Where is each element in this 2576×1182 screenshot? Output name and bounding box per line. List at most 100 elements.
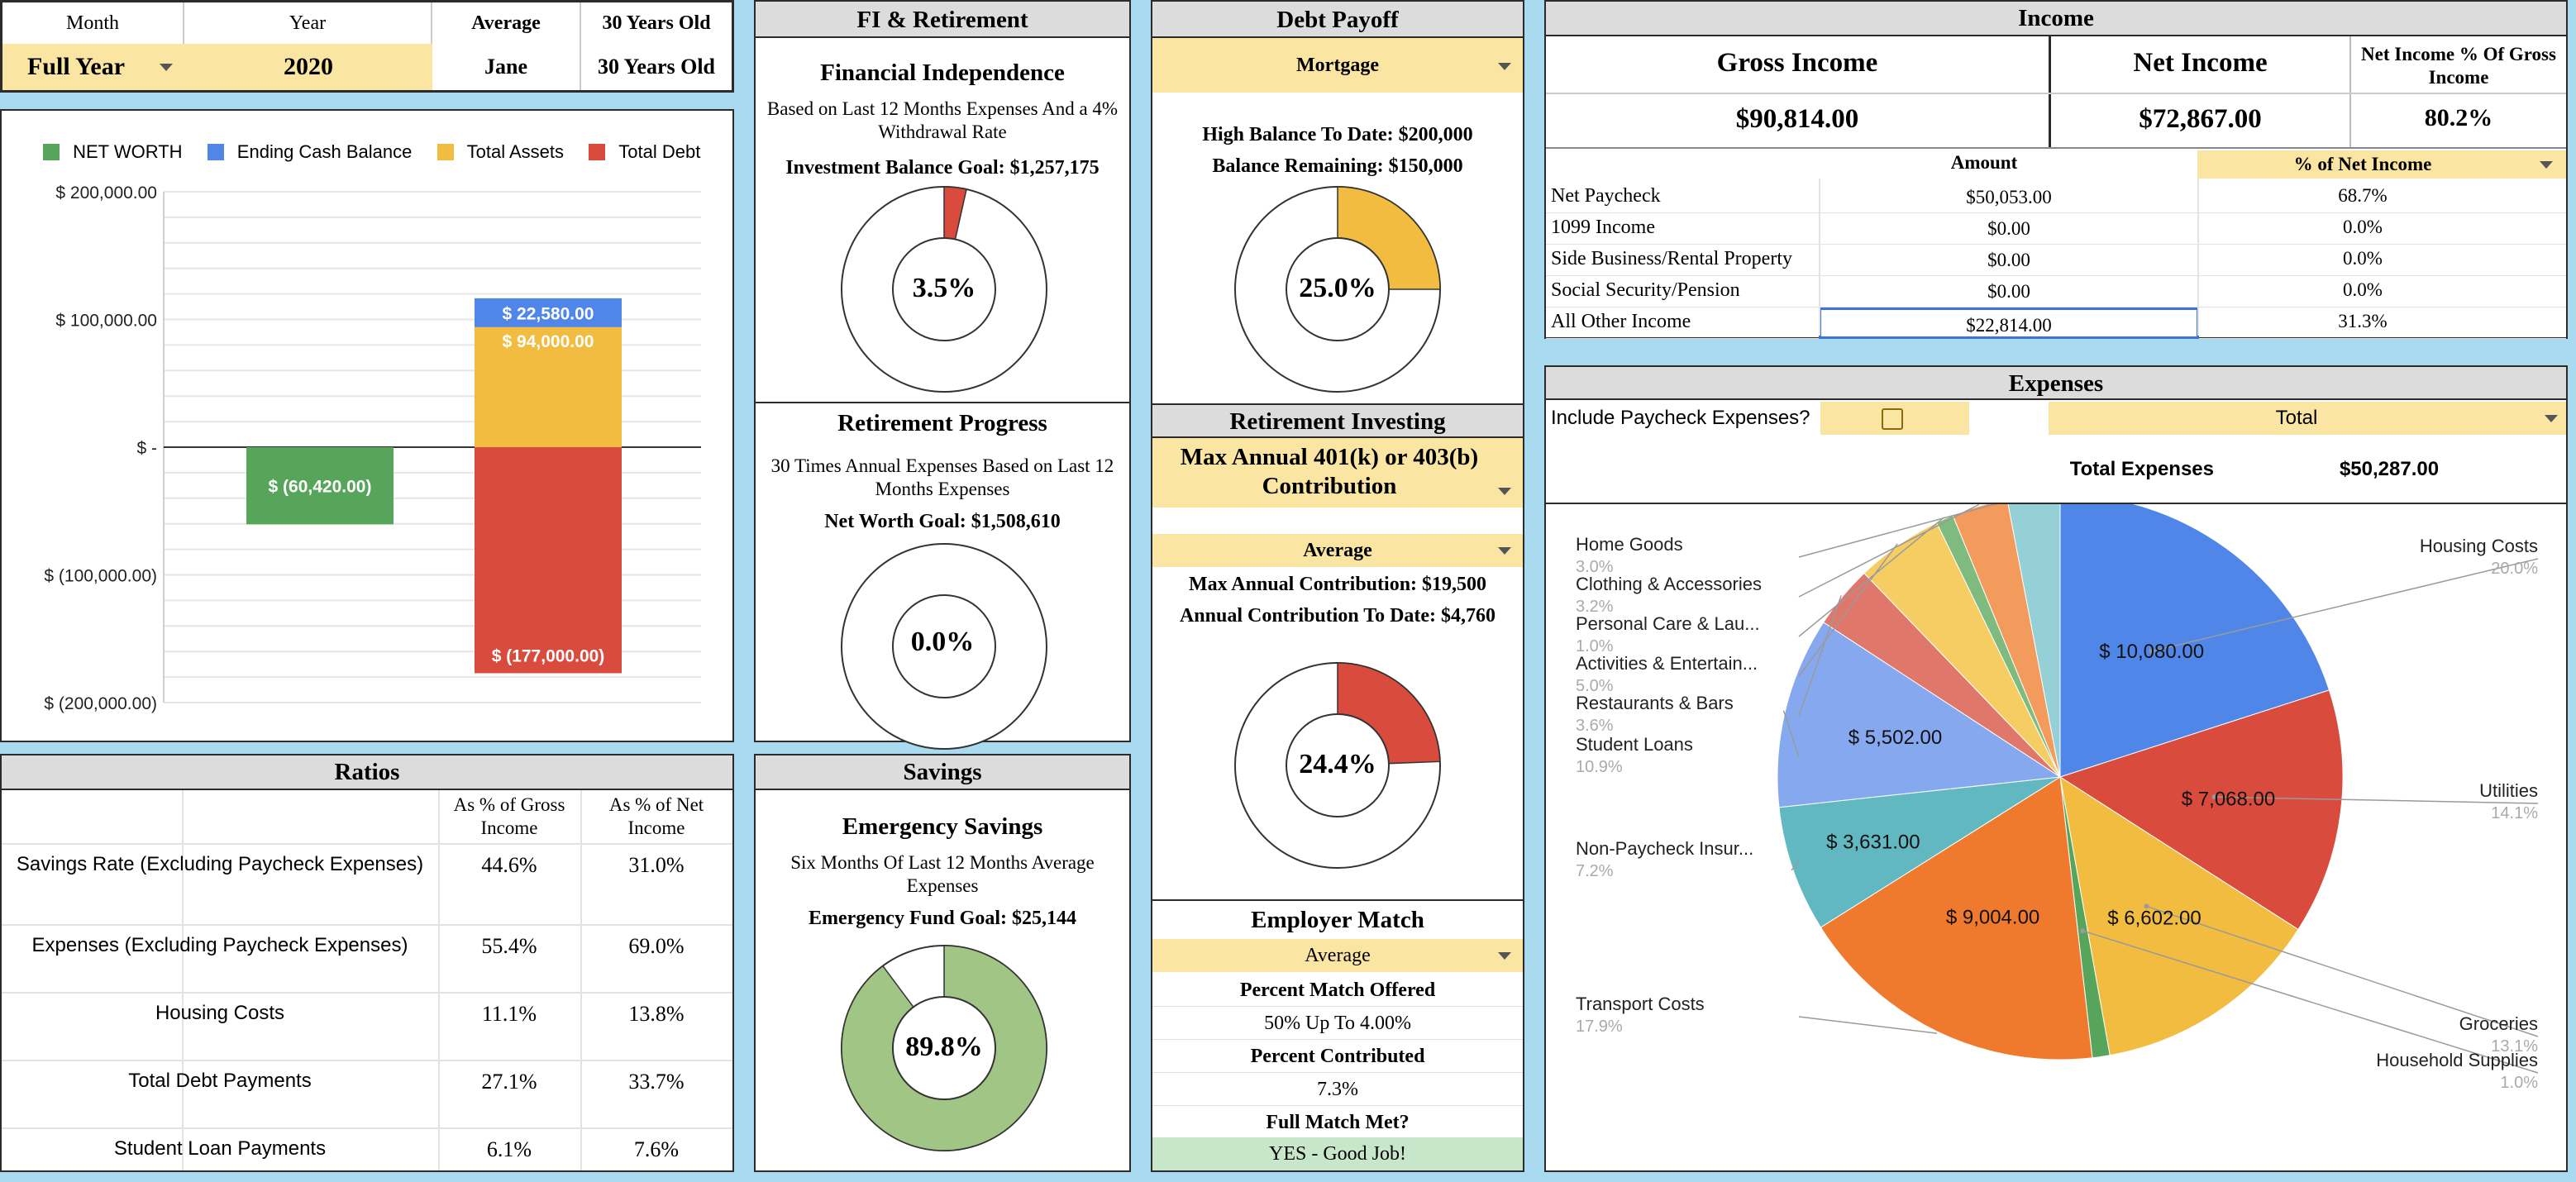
debt-progress-donut xyxy=(1234,186,1441,393)
pie-value-label: $ 6,602.00 xyxy=(2107,908,2201,930)
savings-panel: Savings Emergency Savings Six Months Of … xyxy=(754,754,1131,1172)
ratio-row-divider xyxy=(2,992,732,994)
fi-percent: 3.5% xyxy=(912,273,976,303)
pie-category-label: Personal Care & Lau... xyxy=(1576,613,1760,634)
ratio-row-divider xyxy=(2,1127,732,1129)
pie-category-label: Household Supplies xyxy=(2376,1050,2538,1070)
ratio-gross: 27.1% xyxy=(481,1070,537,1094)
chevron-down-icon xyxy=(1498,63,1511,70)
ratio-row-divider xyxy=(2,1060,732,1061)
legend-label-cash: Ending Cash Balance xyxy=(236,141,413,163)
net-income-label: Net Income xyxy=(2133,48,2268,78)
pie-category-pct: 5.0% xyxy=(1576,677,1614,695)
ratio-net: 33.7% xyxy=(628,1070,685,1094)
chevron-down-icon xyxy=(2545,415,2558,422)
month-header: Month xyxy=(2,2,184,44)
fi-section-title: Financial Independence xyxy=(820,60,1065,86)
retirement-investing-percent: 24.4% xyxy=(1299,749,1376,779)
fi-title: FI & Retirement xyxy=(756,2,1129,38)
ratio-label: Student Loan Payments xyxy=(113,1137,327,1160)
income-row-pct: 0.0% xyxy=(2343,248,2383,269)
net-pct-value: 80.2% xyxy=(2424,104,2493,131)
debt-remaining: Balance Remaining: $150,000 xyxy=(1212,155,1463,177)
pie-category-label: Clothing & Accessories xyxy=(1576,574,1762,594)
income-col-amount: Amount xyxy=(1950,152,2018,173)
year-select[interactable]: 2020 xyxy=(184,44,432,90)
retirement-average-select[interactable]: Average xyxy=(1152,534,1523,567)
chevron-down-icon xyxy=(1498,952,1511,960)
bar-cash-balance xyxy=(475,298,622,327)
ratio-label: Expenses (Excluding Paycheck Expenses) xyxy=(31,934,408,956)
pie-leader-line xyxy=(1798,543,1898,677)
legend-label-debt: Total Debt xyxy=(618,141,701,163)
pie-slice-home-goods xyxy=(2007,504,2061,778)
employer-average-select[interactable]: Average xyxy=(1152,939,1523,972)
income-row-amount[interactable]: $22,814.00 xyxy=(1819,307,2199,339)
retirement-account-select[interactable]: Max Annual 401(k) or 403(b) Contribution xyxy=(1152,438,1523,508)
net-income-value: $72,867.00 xyxy=(2139,104,2262,134)
pie-category-pct: 3.0% xyxy=(1576,558,1614,576)
gross-income-value: $90,814.00 xyxy=(1735,104,1859,134)
pie-leader-line xyxy=(1782,710,1800,758)
income-row-amount: $50,053.00 xyxy=(1966,187,2052,207)
debt-type-value: Mortgage xyxy=(1296,55,1379,76)
match-offered-value: 50% Up To 4.00% xyxy=(1152,1007,1523,1040)
gross-income-label: Gross Income xyxy=(1716,48,1878,78)
pie-category-pct: 20.0% xyxy=(2491,560,2538,578)
income-row-divider xyxy=(1546,244,2566,245)
retirement-description: 30 Times Annual Expenses Based on Last 1… xyxy=(770,455,1114,499)
debt-high-balance: High Balance To Date: $200,000 xyxy=(1202,124,1473,145)
income-row-label: All Other Income xyxy=(1551,311,1691,332)
include-paycheck-cell xyxy=(1820,402,1969,435)
retirement-percent: 0.0% xyxy=(910,627,975,657)
pie-slice-groceries xyxy=(2059,775,2299,1056)
total-expenses-label: Total Expenses xyxy=(2069,458,2214,480)
savings-title: Savings xyxy=(756,755,1129,790)
bar-label-cash: $ 22,580.00 xyxy=(503,304,594,323)
debt-percent: 25.0% xyxy=(1299,273,1376,303)
bar-net-worth xyxy=(246,447,394,525)
employer-match-title: Employer Match xyxy=(1251,907,1424,933)
total-expenses-value: $50,287.00 xyxy=(2339,458,2440,480)
pie-category-pct: 13.1% xyxy=(2491,1037,2538,1056)
average-header: Average xyxy=(432,2,581,44)
ratio-net: 69.0% xyxy=(628,934,685,958)
income-row-divider xyxy=(1546,275,2566,276)
ratio-label: Housing Costs xyxy=(155,1002,285,1024)
income-row-pct: 0.0% xyxy=(2343,279,2383,300)
expense-type-value: Total xyxy=(2275,407,2318,429)
pie-leader-dot xyxy=(2149,648,2154,654)
match-offered-label: Percent Match Offered xyxy=(1152,974,1523,1007)
retirement-progress-title: Retirement Progress xyxy=(837,410,1047,436)
pie-value-label: $ 7,068.00 xyxy=(2182,788,2275,810)
retirement-goal: Net Worth Goal: $1,508,610 xyxy=(824,511,1061,532)
debt-title: Debt Payoff xyxy=(1152,2,1523,38)
income-pct-select[interactable]: % of Net Income xyxy=(2197,150,2566,179)
fi-goal: Investment Balance Goal: $1,257,175 xyxy=(785,157,1100,179)
average-person: Jane xyxy=(432,44,581,90)
fi-retirement-panel: FI & Retirement Financial Independence B… xyxy=(754,0,1131,750)
month-select[interactable]: Full Year xyxy=(2,44,184,90)
y-tick-label: $ (200,000.00) xyxy=(44,694,157,713)
pie-category-label: Groceries xyxy=(2459,1013,2538,1034)
pie-category-pct: 14.1% xyxy=(2491,804,2538,822)
ratio-net: 13.8% xyxy=(628,1002,685,1026)
expense-type-select[interactable]: Total xyxy=(2049,402,2566,435)
bar-total-assets xyxy=(475,326,622,447)
income-row-label: Side Business/Rental Property xyxy=(1551,248,1792,269)
debt-type-select[interactable]: Mortgage xyxy=(1152,38,1523,93)
income-row-pct: 68.7% xyxy=(2338,185,2388,206)
pie-category-label: Transport Costs xyxy=(1576,994,1705,1014)
fi-progress-donut xyxy=(841,186,1047,393)
month-value: Full Year xyxy=(27,53,126,80)
y-tick-label: $ (100,000.00) xyxy=(44,567,157,586)
pie-leader-line xyxy=(1798,504,1998,558)
income-row-pct: 31.3% xyxy=(2338,311,2388,331)
legend-label-assets: Total Assets xyxy=(466,141,565,163)
pie-category-label: Home Goods xyxy=(1576,534,1683,555)
ratio-gross: 11.1% xyxy=(481,1002,537,1026)
ratio-row-divider xyxy=(2,924,732,926)
year-header: Year xyxy=(184,2,432,44)
chevron-down-icon xyxy=(1498,488,1511,495)
include-paycheck-checkbox[interactable] xyxy=(1882,408,1903,430)
